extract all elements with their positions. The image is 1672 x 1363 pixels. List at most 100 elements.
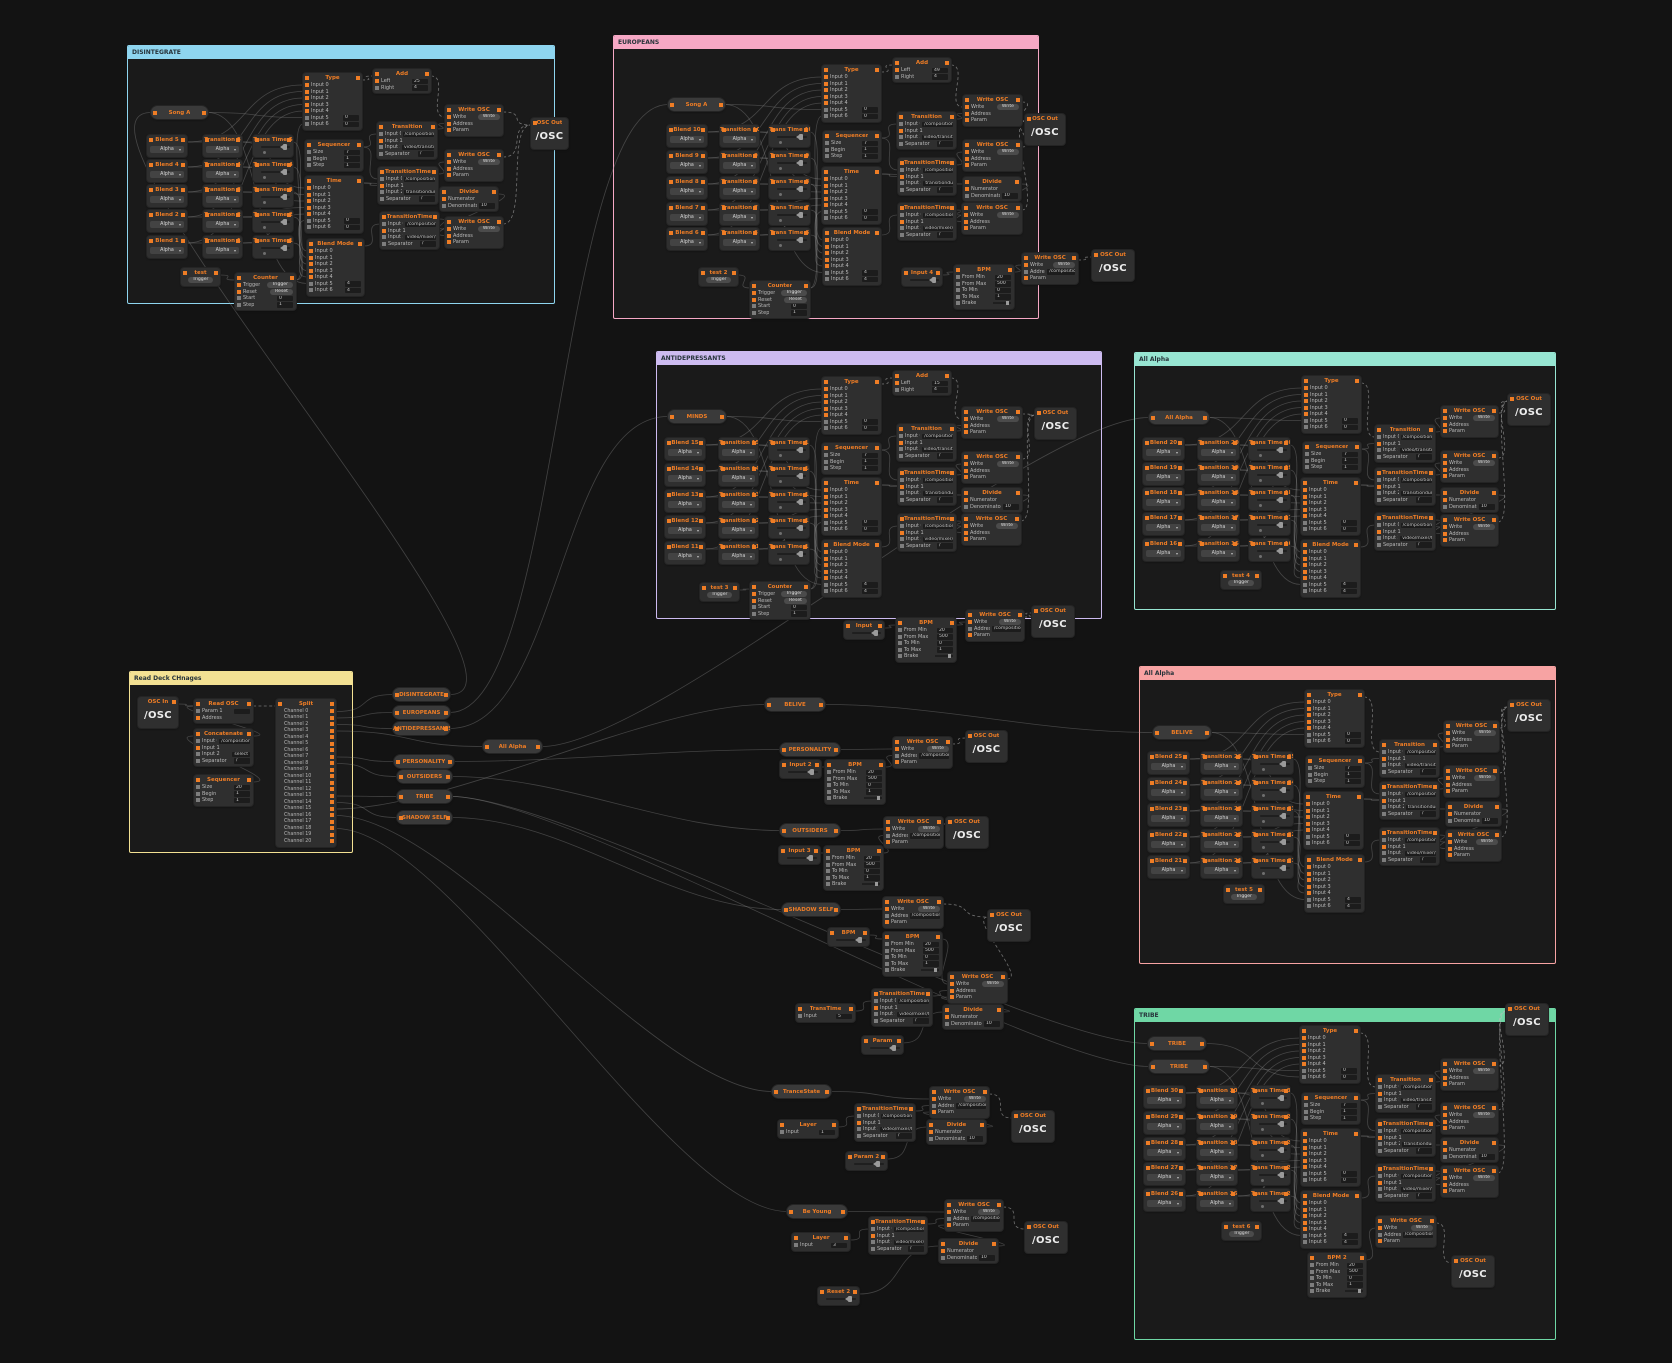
slider[interactable] (261, 194, 290, 200)
port-out[interactable] (814, 848, 818, 853)
button-write[interactable]: Write (1410, 1225, 1433, 1232)
port-in[interactable] (1302, 1049, 1306, 1054)
port-in[interactable] (1443, 1140, 1447, 1145)
port-in[interactable] (667, 492, 671, 497)
node-sequencer-r_seq[interactable]: Sequencer Size 7 Begin 1 Step 1 (1306, 756, 1364, 787)
port-out[interactable] (1357, 794, 1361, 799)
port-in-unconnected[interactable] (824, 419, 828, 424)
port-in-unconnected[interactable] (1307, 732, 1311, 737)
value-field[interactable]: 15 (932, 380, 948, 386)
value-field[interactable]: / (937, 453, 953, 459)
value-field[interactable]: 0 (343, 121, 359, 127)
port-in-unconnected[interactable] (900, 524, 904, 529)
port-in-unconnected[interactable] (895, 387, 899, 392)
node-add-a_add[interactable]: Add Left 15 Right 4 (893, 371, 951, 395)
port-in-unconnected[interactable] (827, 776, 831, 781)
slider-handle-icon[interactable] (796, 212, 804, 218)
node-divide-a_div[interactable]: Divide Numerator Denominator 10 (962, 488, 1022, 512)
button-write[interactable]: Write (917, 826, 940, 833)
value-field[interactable]: 7 (344, 149, 360, 155)
value-field[interactable]: 20 (866, 769, 882, 775)
port-out[interactable] (875, 169, 879, 174)
port-in[interactable] (307, 178, 311, 183)
node-trans-time-8-e_tt8[interactable]: Trans Time 8 (769, 177, 810, 199)
port-in-unconnected[interactable] (885, 955, 889, 960)
port-out[interactable] (247, 777, 251, 782)
port-out[interactable] (330, 780, 334, 785)
port-in[interactable] (1446, 768, 1450, 773)
value-field[interactable]: 0 (1341, 1171, 1357, 1177)
button-reset[interactable]: Reset (784, 296, 807, 303)
node-transtime-m_transtime5[interactable]: TransTime Input 5 (796, 1004, 855, 1022)
port-in[interactable] (895, 60, 899, 65)
port-out[interactable] (1492, 453, 1496, 458)
port-in[interactable] (1443, 1119, 1447, 1124)
port-in[interactable] (1443, 1126, 1447, 1131)
value-field[interactable]: / (420, 241, 436, 247)
node-test-6-t_test[interactable]: test 6 Trigger (1222, 1222, 1261, 1240)
value-field[interactable]: 4 (932, 74, 948, 80)
port-out[interactable] (181, 137, 185, 142)
port-in[interactable] (309, 249, 313, 254)
blend-mode-select[interactable]: Alpha ▾ (722, 527, 755, 534)
slider[interactable] (1259, 1095, 1287, 1101)
port-in[interactable] (1454, 1258, 1458, 1263)
port-in[interactable] (1199, 1165, 1203, 1170)
port-in-unconnected[interactable] (871, 1227, 875, 1232)
port-in[interactable] (846, 623, 850, 628)
value-field[interactable]: 0 (277, 295, 293, 301)
slider-handle-icon[interactable] (1276, 472, 1284, 478)
port-in[interactable] (1200, 440, 1204, 445)
value-field[interactable]: 10 (1002, 193, 1018, 199)
port-in[interactable] (1254, 780, 1258, 785)
port-out[interactable] (733, 585, 737, 590)
value-field[interactable]: 0 (995, 287, 1011, 293)
value-field[interactable]: 7 (1341, 1102, 1357, 1108)
value-field[interactable]: 20 (995, 274, 1011, 280)
port-out[interactable] (1355, 444, 1359, 449)
blend-mode-select[interactable]: Alpha ▾ (150, 196, 184, 203)
slider-handle-icon[interactable] (1279, 787, 1287, 793)
port-in-unconnected[interactable] (824, 426, 828, 431)
button-write[interactable]: Write (917, 906, 940, 913)
blend-mode-select[interactable]: Alpha ▾ (1147, 1174, 1182, 1181)
port-in-unconnected[interactable] (824, 582, 828, 587)
port-in[interactable] (1443, 490, 1447, 495)
port-in[interactable] (965, 118, 969, 123)
value-field[interactable]: /composition/ (922, 477, 953, 483)
port-in[interactable] (722, 205, 726, 210)
port-out[interactable] (1203, 415, 1207, 420)
blend-mode-select[interactable]: Alpha ▾ (1204, 763, 1239, 770)
port-in-unconnected[interactable] (898, 654, 902, 659)
port-out[interactable] (330, 800, 334, 805)
port-out[interactable] (290, 275, 294, 280)
port-in[interactable] (670, 414, 674, 419)
port-in-unconnected[interactable] (956, 294, 960, 299)
node-disintegrate-m_dis[interactable]: DISINTEGRATE (393, 688, 450, 701)
port-in[interactable] (941, 1241, 945, 1246)
port-out[interactable] (1178, 515, 1182, 520)
node-write-osc-e_w1[interactable]: Write OSC Write Write Address Param (963, 95, 1022, 126)
port-in[interactable] (149, 137, 153, 142)
blend-mode-select[interactable]: Alpha ▾ (1147, 1149, 1182, 1156)
port-out[interactable] (330, 761, 334, 766)
value-field[interactable]: 1 (344, 156, 360, 162)
port-in[interactable] (1253, 1088, 1257, 1093)
port-in[interactable] (149, 212, 153, 217)
port-in-unconnected[interactable] (307, 150, 311, 155)
port-in[interactable] (945, 1015, 949, 1020)
port-out[interactable] (1015, 516, 1019, 521)
port-in-unconnected[interactable] (824, 589, 828, 594)
port-in[interactable] (1303, 1201, 1307, 1206)
port-in[interactable] (904, 270, 908, 275)
mini-slider[interactable] (935, 654, 953, 659)
port-out[interactable] (1354, 542, 1358, 547)
port-in[interactable] (1310, 1255, 1314, 1260)
node-blend-17-l_b17[interactable]: Blend 17 Alpha ▾ (1143, 513, 1184, 535)
port-in[interactable] (447, 227, 451, 232)
value-field[interactable]: 10 (1479, 1154, 1495, 1160)
port-out[interactable] (181, 187, 185, 192)
port-out[interactable] (1287, 780, 1291, 785)
